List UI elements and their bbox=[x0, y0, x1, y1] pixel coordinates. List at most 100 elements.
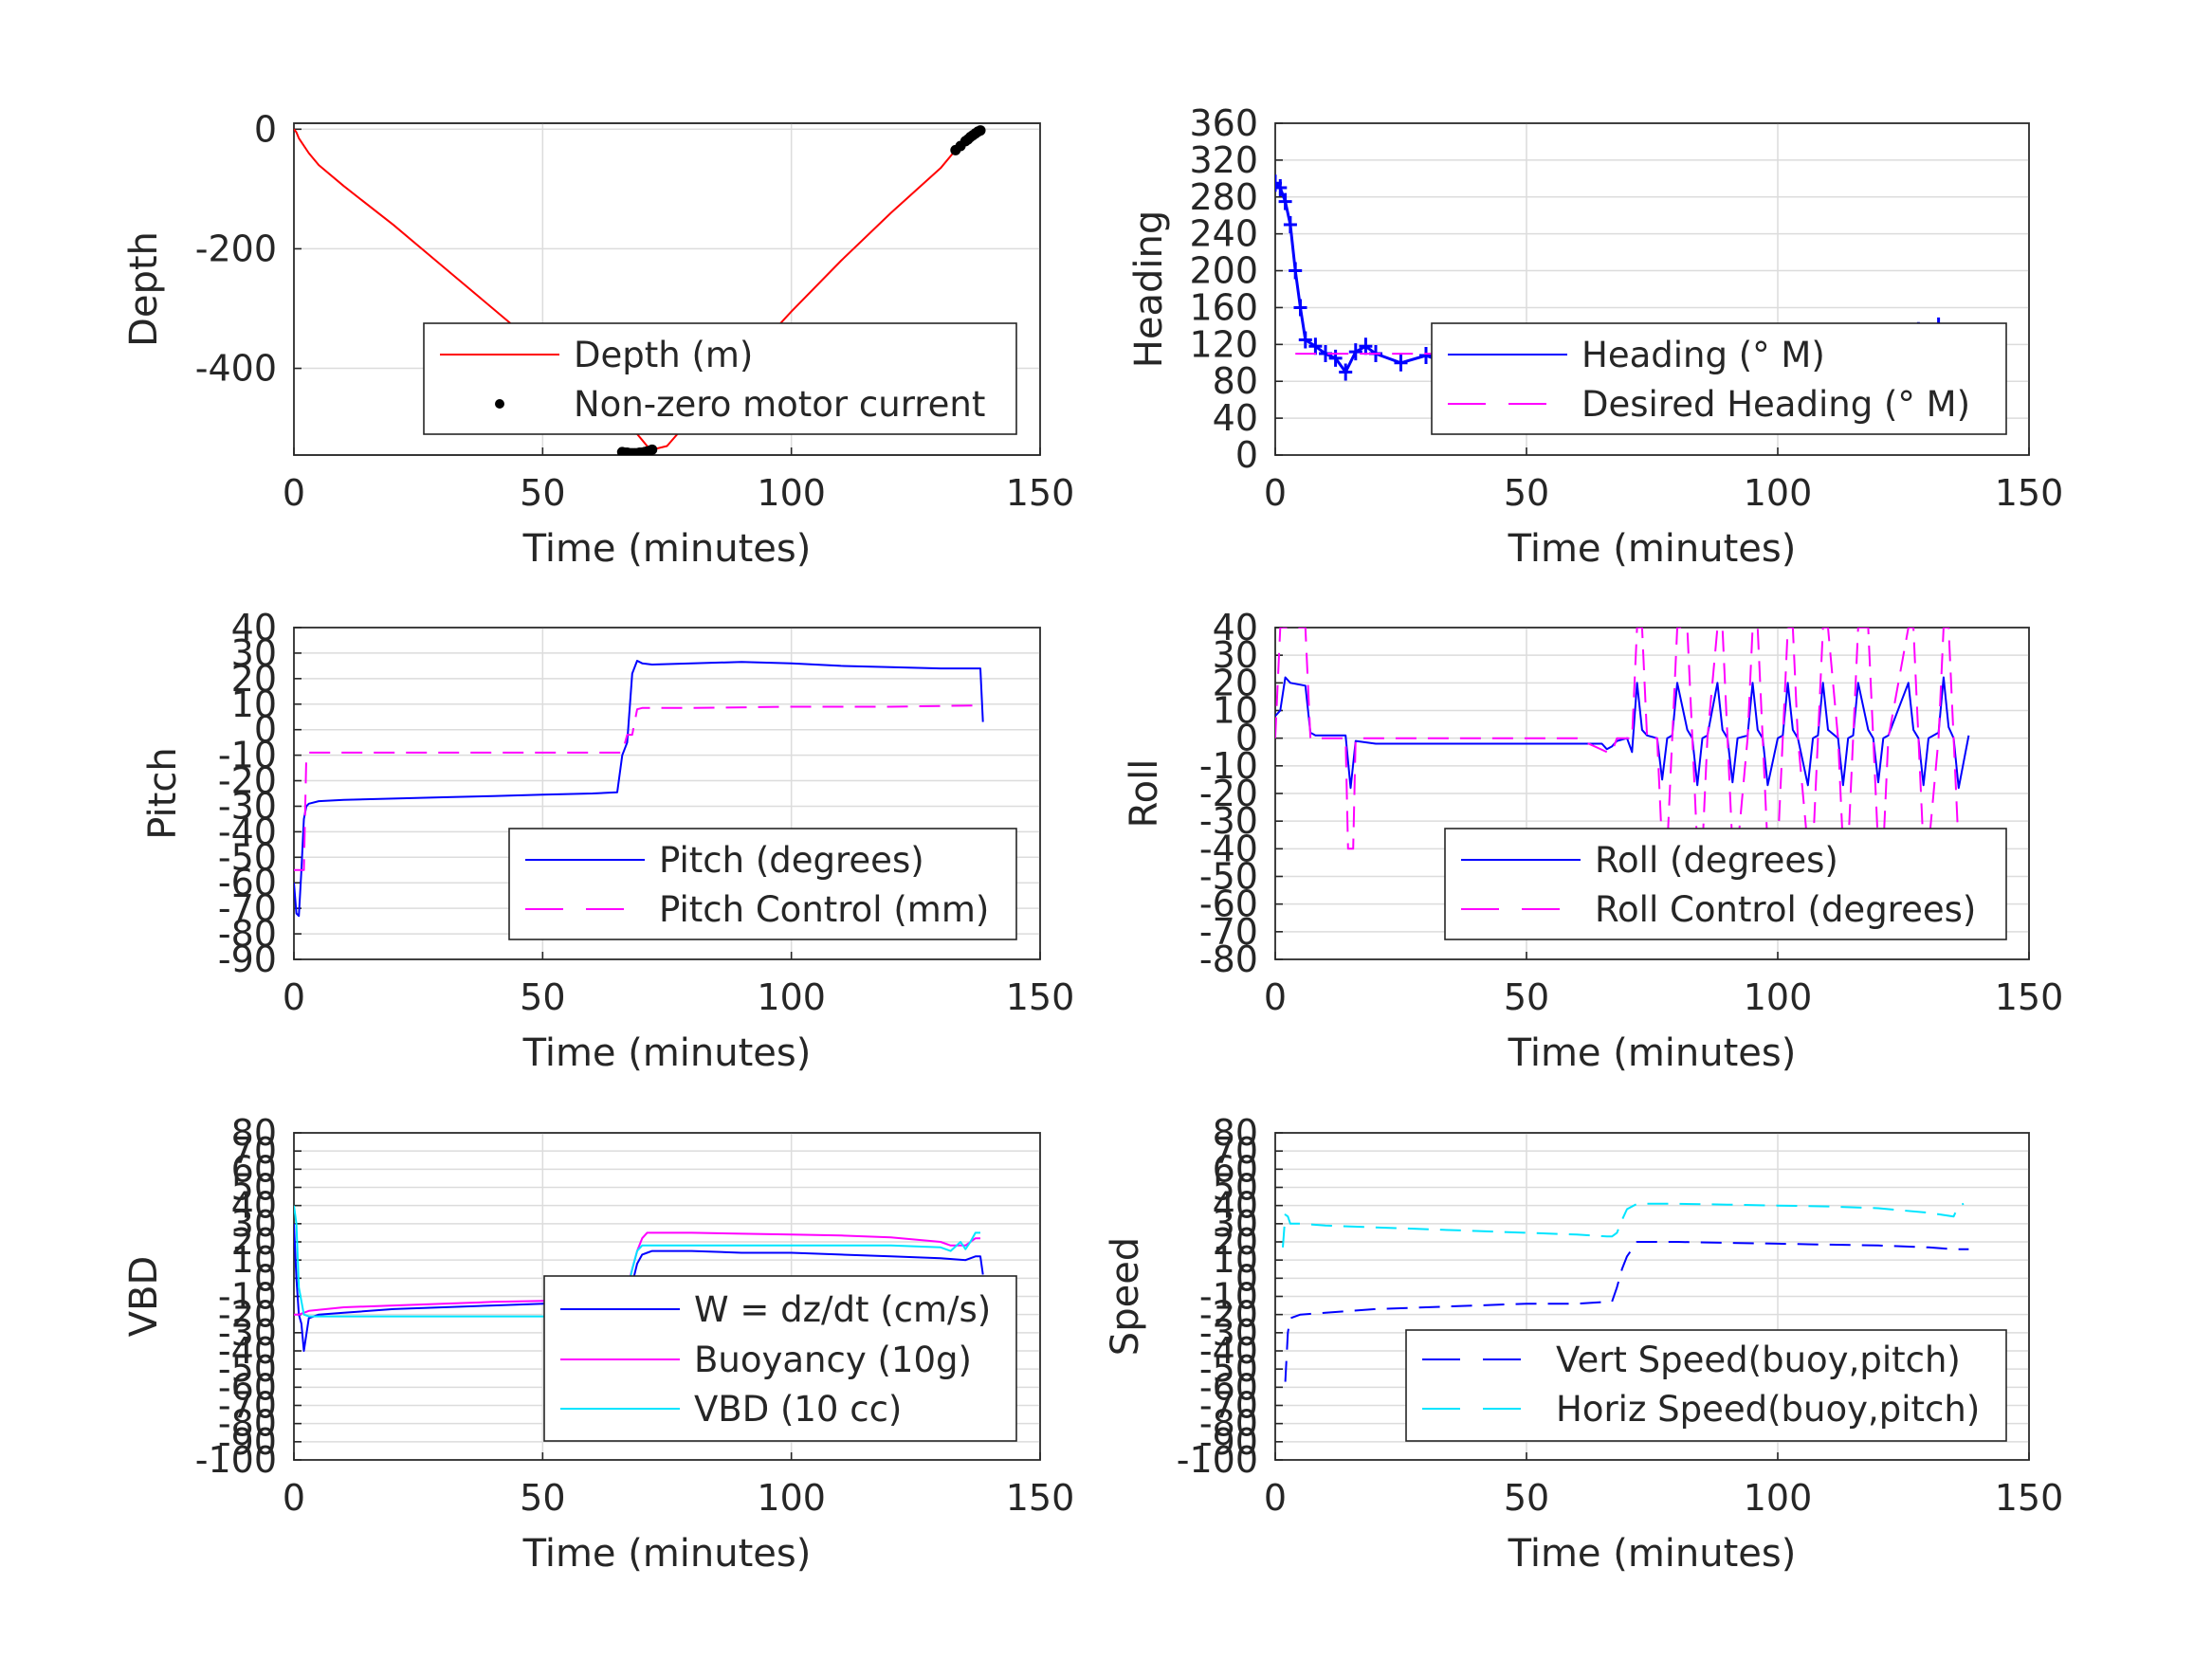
speed-y-tick-label: 30 bbox=[1213, 1203, 1258, 1245]
pitch-y-tick-label: -50 bbox=[218, 836, 277, 878]
speed-series-1-line bbox=[1282, 1202, 1965, 1248]
roll-legend-label: Roll Control (degrees) bbox=[1595, 889, 1976, 930]
vbd-x-tick-label: 100 bbox=[757, 1477, 826, 1519]
depth-legend-box bbox=[423, 322, 1017, 435]
depth-axes-frame bbox=[293, 122, 1041, 456]
speed-y-tick-label: -50 bbox=[1199, 1348, 1258, 1390]
speed-y-tick-label: 50 bbox=[1213, 1167, 1258, 1209]
vbd-x-tick-label: 0 bbox=[283, 1477, 305, 1519]
vbd-y-tick-label: 70 bbox=[231, 1130, 277, 1172]
heading-series-0-marker bbox=[1348, 343, 1362, 361]
pitch-y-tick-label: -10 bbox=[218, 735, 277, 776]
speed-y-tick-label: 10 bbox=[1213, 1239, 1258, 1281]
heading-legend-label: Desired Heading (° M) bbox=[1581, 384, 1970, 425]
vbd-legend: W = dz/dt (cm/s) Buoyancy (10g) VBD (10 cc… bbox=[543, 1275, 1017, 1442]
depth-legend-marker bbox=[495, 399, 504, 409]
pitch-y-axis-label: Pitch bbox=[141, 747, 185, 839]
speed-y-tick-label: -100 bbox=[1177, 1439, 1258, 1481]
speed-y-axis-label: Speed bbox=[1104, 1237, 1147, 1356]
depth-x-axis-label: Time (minutes) bbox=[522, 527, 812, 571]
roll-y-tick-label: -40 bbox=[1199, 828, 1258, 869]
heading-y-tick-label: 240 bbox=[1189, 213, 1258, 255]
pitch-y-tick-label: -60 bbox=[218, 862, 277, 903]
pitch-legend-label: Pitch (degrees) bbox=[659, 840, 924, 881]
roll-chart: 0 50 100 150403020100-10-20-30-40-50-60-70-… bbox=[1123, 607, 2063, 1075]
pitch-y-tick-label: -80 bbox=[218, 913, 277, 955]
vbd-y-tick-label: -30 bbox=[218, 1312, 277, 1354]
speed-series-0-line bbox=[1284, 1241, 1969, 1382]
heading-x-axis-label: Time (minutes) bbox=[1508, 527, 1797, 571]
speed-chart: 0 50 100 15080706050403020100-10-20-30-40-5… bbox=[1104, 1112, 2063, 1576]
depth-legend-label: Non-zero motor current bbox=[574, 384, 985, 425]
depth-x-tick-label: 50 bbox=[520, 472, 565, 514]
pitch-axes-frame bbox=[293, 627, 1041, 960]
heading-y-tick-label: 200 bbox=[1189, 250, 1258, 292]
speed-y-tick-label: -90 bbox=[1199, 1421, 1258, 1463]
vbd-y-axis-label: VBD bbox=[122, 1256, 166, 1338]
depth-legend-label: Depth (m) bbox=[574, 335, 753, 375]
roll-legend-label: Roll (degrees) bbox=[1595, 840, 1838, 881]
heading-series-0-marker bbox=[1419, 347, 1433, 364]
vbd-y-tick-label: -40 bbox=[218, 1330, 277, 1372]
pitch-y-tick-label: 0 bbox=[254, 709, 277, 751]
roll-y-tick-label: 30 bbox=[1213, 634, 1258, 676]
pitch-y-tick-label: 30 bbox=[231, 632, 277, 674]
speed-x-tick-label: 150 bbox=[1995, 1477, 2064, 1519]
depth-y-tick-label: 0 bbox=[254, 108, 277, 150]
roll-legend-box bbox=[1444, 828, 2007, 940]
roll-x-tick-label: 150 bbox=[1995, 976, 2064, 1018]
depth-y-tick-label: -400 bbox=[195, 348, 277, 390]
roll-y-tick-label: -10 bbox=[1199, 745, 1258, 787]
heading-y-tick-label: 320 bbox=[1189, 139, 1258, 181]
roll-y-tick-label: 20 bbox=[1213, 662, 1258, 703]
roll-y-tick-label: -20 bbox=[1199, 773, 1258, 814]
roll-y-axis-label: Roll bbox=[1123, 759, 1166, 829]
depth-x-tick-label: 100 bbox=[757, 472, 826, 514]
depth-y-tick-label: -200 bbox=[195, 228, 277, 269]
speed-legend-box bbox=[1405, 1329, 2007, 1442]
pitch-y-tick-label: 20 bbox=[231, 658, 277, 700]
vbd-legend-label: W = dz/dt (cm/s) bbox=[694, 1289, 991, 1330]
vbd-x-tick-label: 50 bbox=[520, 1477, 565, 1519]
pitch-y-tick-label: 40 bbox=[231, 607, 277, 648]
roll-x-axis-label: Time (minutes) bbox=[1508, 1031, 1797, 1075]
pitch-y-tick-label: -40 bbox=[218, 811, 277, 852]
vbd-y-tick-label: -50 bbox=[218, 1348, 277, 1390]
heading-series-0-marker bbox=[1275, 179, 1288, 197]
pitch-x-tick-label: 0 bbox=[283, 976, 305, 1018]
vbd-y-tick-label: -100 bbox=[195, 1439, 277, 1481]
heading-y-tick-label: 120 bbox=[1189, 323, 1258, 365]
vbd-x-tick-label: 150 bbox=[1006, 1477, 1075, 1519]
speed-series-group bbox=[1282, 1202, 1969, 1382]
heading-legend-label: Heading (° M) bbox=[1581, 335, 1825, 375]
pitch-y-tick-label: -90 bbox=[218, 939, 277, 980]
pitch-legend: Pitch (degrees) Pitch Control (mm) bbox=[508, 828, 1017, 940]
speed-x-tick-label: 0 bbox=[1264, 1477, 1287, 1519]
speed-x-tick-label: 50 bbox=[1504, 1477, 1549, 1519]
pitch-x-tick-label: 100 bbox=[757, 976, 826, 1018]
heading-x-tick-label: 50 bbox=[1504, 472, 1549, 514]
pitch-legend-label: Pitch Control (mm) bbox=[659, 889, 989, 930]
speed-legend-label: Horiz Speed(buoy,pitch) bbox=[1556, 1389, 1980, 1430]
heading-y-tick-label: 40 bbox=[1213, 397, 1258, 439]
heading-y-axis-label: Heading bbox=[1127, 210, 1171, 368]
heading-y-tick-label: 360 bbox=[1189, 102, 1258, 144]
pitch-series-group bbox=[294, 660, 984, 918]
roll-y-tick-label: -70 bbox=[1199, 911, 1258, 953]
roll-y-tick-label: -60 bbox=[1199, 884, 1258, 925]
vbd-y-tick-label: 30 bbox=[231, 1203, 277, 1245]
speed-y-tick-label: 70 bbox=[1213, 1130, 1258, 1172]
pitch-y-tick-label: -20 bbox=[218, 760, 277, 802]
heading-y-tick-label: 280 bbox=[1189, 176, 1258, 218]
heading-series-0-marker bbox=[1328, 349, 1343, 367]
speed-x-tick-label: 100 bbox=[1744, 1477, 1813, 1519]
heading-series-0-marker bbox=[1298, 331, 1312, 349]
speed-y-tick-label: 20 bbox=[1213, 1221, 1258, 1263]
depth-chart: 0 50 100 150 0 -200 -400 Time (minutes) Depth Dep… bbox=[122, 108, 1074, 571]
heading-series-0-marker bbox=[1339, 363, 1353, 381]
heading-series-0-marker bbox=[1283, 215, 1297, 233]
roll-y-tick-label: 10 bbox=[1213, 690, 1258, 732]
heading-x-tick-label: 0 bbox=[1264, 472, 1287, 514]
speed-x-axis-label: Time (minutes) bbox=[1508, 1532, 1797, 1576]
